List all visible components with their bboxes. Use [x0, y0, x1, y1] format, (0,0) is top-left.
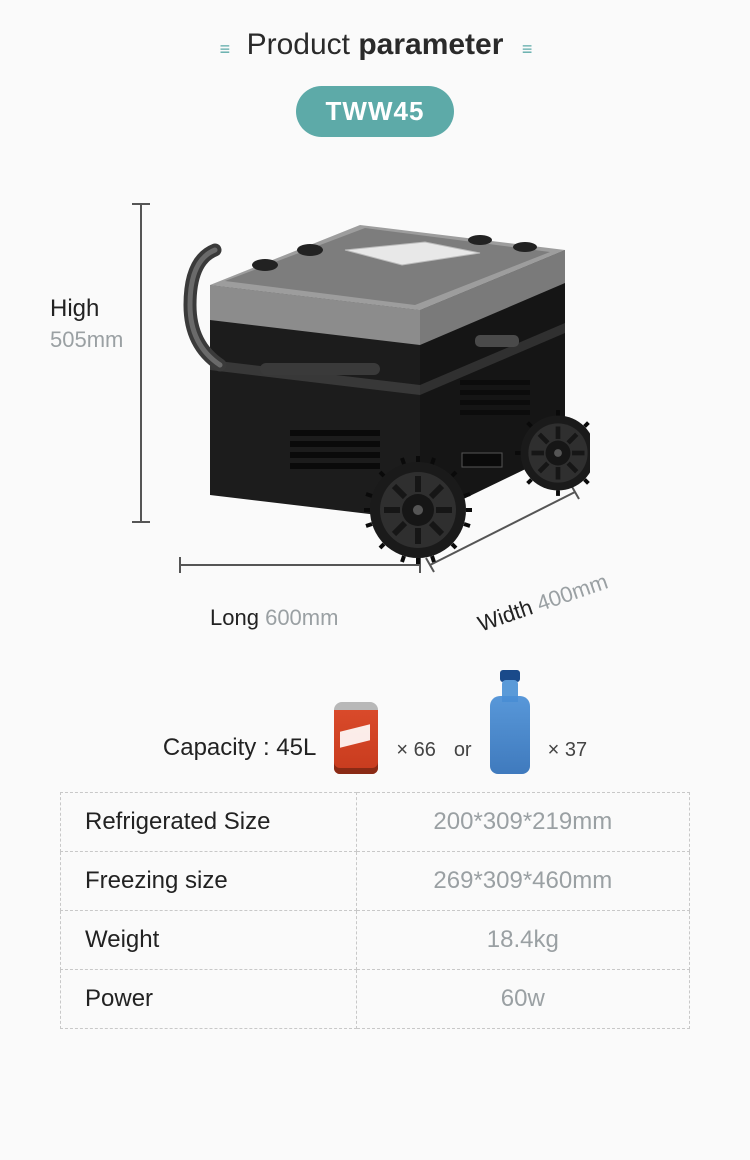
- dim-high-value: 505mm: [50, 327, 123, 353]
- dim-long-value: 600mm: [265, 605, 338, 630]
- capacity-label: Capacity : 45L: [163, 734, 316, 762]
- dim-width-value: 400mm: [533, 569, 611, 617]
- model-badge: TWW45: [296, 86, 455, 137]
- dim-long-label: Long: [210, 605, 259, 630]
- height-dimension-line: [140, 203, 142, 523]
- table-row: Weight 18.4kg: [61, 911, 690, 970]
- spec-value: 60w: [356, 970, 689, 1029]
- dimension-long: Long 600mm: [210, 605, 338, 631]
- bottle-multiplier: × 37: [548, 739, 587, 762]
- accent-right-icon: ≡: [522, 39, 531, 60]
- title-light: Product: [247, 28, 350, 61]
- dim-width-label: Width: [474, 594, 535, 636]
- spec-table: Refrigerated Size 200*309*219mm Freezing…: [60, 792, 690, 1029]
- page-header: ≡ Product parameter ≡ TWW45: [0, 0, 750, 165]
- spec-value: 269*309*460mm: [356, 852, 689, 911]
- spec-label: Power: [61, 970, 357, 1029]
- cooler-illustration: [170, 195, 590, 575]
- cooler-svg: [170, 195, 590, 575]
- table-row: Refrigerated Size 200*309*219mm: [61, 793, 690, 852]
- accent-left-icon: ≡: [220, 39, 229, 60]
- spec-label: Freezing size: [61, 852, 357, 911]
- dimension-width: Width 400mm: [474, 569, 611, 638]
- page-title: Product parameter: [247, 28, 504, 62]
- product-diagram: High 505mm: [0, 185, 750, 650]
- spec-label: Weight: [61, 911, 357, 970]
- dimension-high: High 505mm: [50, 295, 123, 353]
- cola-can-icon: [334, 702, 378, 774]
- can-multiplier: × 66: [396, 739, 435, 762]
- spec-value: 18.4kg: [356, 911, 689, 970]
- capacity-row: Capacity : 45L × 66 or × 37: [0, 670, 750, 792]
- table-row: Power 60w: [61, 970, 690, 1029]
- table-row: Freezing size 269*309*460mm: [61, 852, 690, 911]
- dim-high-label: High: [50, 295, 123, 323]
- spec-value: 200*309*219mm: [356, 793, 689, 852]
- spec-label: Refrigerated Size: [61, 793, 357, 852]
- water-bottle-icon: [490, 670, 530, 774]
- or-text: or: [454, 739, 472, 762]
- title-bold: parameter: [358, 28, 503, 61]
